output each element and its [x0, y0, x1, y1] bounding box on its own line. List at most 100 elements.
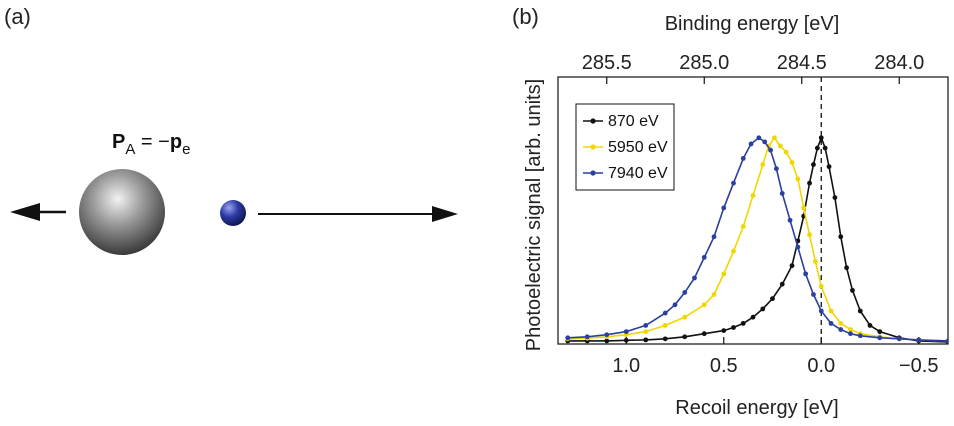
data-point	[770, 296, 775, 302]
data-point	[604, 338, 610, 344]
data-point	[721, 328, 727, 333]
data-point	[801, 205, 807, 211]
series-layer	[565, 135, 948, 344]
series-line	[567, 135, 948, 343]
bottom-tick-label: 0.0	[807, 355, 835, 377]
electron-arrow	[258, 206, 458, 222]
data-point	[623, 337, 629, 343]
top-tick-label: 285.0	[679, 52, 729, 74]
data-point	[740, 155, 746, 161]
data-point	[701, 302, 707, 308]
eq-lhs-symbol: P	[112, 131, 125, 153]
data-point	[623, 329, 629, 335]
data-point	[789, 263, 795, 269]
top-axis-ticks: 285.5 285.0 284.5 284.0	[582, 52, 924, 84]
data-point	[740, 320, 746, 326]
data-point	[777, 143, 783, 149]
data-point	[838, 320, 844, 326]
data-point	[867, 323, 873, 328]
data-point	[822, 145, 828, 151]
data-point	[662, 336, 668, 342]
data-point	[826, 164, 832, 170]
data-point	[811, 292, 816, 297]
data-point	[711, 292, 717, 297]
data-point	[818, 308, 824, 314]
data-point	[604, 332, 610, 338]
data-point	[682, 314, 688, 320]
data-point	[682, 334, 688, 340]
data-point	[844, 265, 849, 271]
legend-item: 5950 eV	[583, 139, 668, 156]
panel-b-label: (b)	[512, 4, 539, 29]
data-point	[762, 139, 768, 145]
electron-sphere	[220, 200, 246, 226]
data-point	[795, 244, 801, 250]
data-point	[811, 162, 816, 167]
data-point	[643, 337, 649, 343]
data-point	[750, 314, 756, 320]
data-point	[662, 323, 668, 328]
momentum-equation: PA = −pe	[112, 131, 190, 158]
data-point	[896, 336, 902, 342]
data-point	[721, 205, 727, 211]
data-point	[814, 145, 820, 151]
data-point	[760, 162, 766, 167]
data-point	[692, 275, 697, 281]
bottom-axis-ticks: 1.0 0.5 0.0 −0.5	[612, 337, 938, 377]
data-point	[945, 338, 948, 344]
eq-rhs-symbol: p	[170, 131, 182, 153]
top-tick-label: 284.0	[874, 52, 924, 74]
data-point	[818, 135, 824, 141]
data-point	[701, 254, 707, 260]
data-point	[832, 195, 838, 200]
data-point	[857, 308, 863, 314]
legend-label: 7940 eV	[608, 165, 668, 182]
legend-item: 7940 eV	[583, 165, 668, 182]
data-point	[813, 259, 818, 264]
legend-marker	[590, 144, 596, 150]
data-point	[584, 334, 590, 340]
legend-marker	[590, 118, 596, 124]
data-point	[783, 149, 789, 155]
atom-sphere	[79, 169, 165, 255]
top-axis-label: Binding energy [eV]	[665, 13, 840, 35]
eq-rhs-sub: e	[182, 141, 190, 158]
data-point	[760, 306, 766, 312]
data-point	[731, 180, 736, 186]
data-point	[818, 283, 824, 289]
data-point	[731, 325, 736, 330]
data-point	[701, 331, 707, 337]
legend-marker	[590, 170, 596, 176]
data-point	[740, 224, 746, 229]
data-point	[803, 271, 809, 277]
data-point	[711, 234, 717, 240]
data-point	[838, 327, 844, 332]
eq-equals: = −	[135, 131, 169, 153]
data-point	[877, 335, 883, 341]
data-point	[672, 302, 678, 308]
y-axis-label: Photoelectric signal [arb. units]	[523, 79, 545, 351]
data-point	[772, 135, 777, 141]
data-point	[682, 290, 688, 295]
data-point	[768, 147, 773, 153]
series-2	[565, 135, 948, 344]
data-point	[789, 160, 795, 165]
data-point	[807, 180, 812, 186]
data-point	[750, 193, 756, 198]
bottom-axis-label: Recoil energy [eV]	[675, 397, 838, 419]
data-point	[795, 176, 801, 182]
data-point	[643, 323, 649, 328]
top-tick-label: 284.5	[777, 52, 827, 74]
data-point	[848, 327, 853, 332]
data-point	[731, 248, 736, 254]
bottom-tick-label: −0.5	[899, 355, 938, 377]
data-point	[857, 333, 863, 339]
data-point	[787, 217, 793, 223]
data-point	[779, 191, 785, 196]
data-point	[916, 337, 922, 343]
data-point	[748, 141, 754, 147]
panel-a-label: (a)	[4, 4, 31, 29]
data-point	[779, 281, 785, 287]
legend-label: 5950 eV	[608, 139, 668, 156]
